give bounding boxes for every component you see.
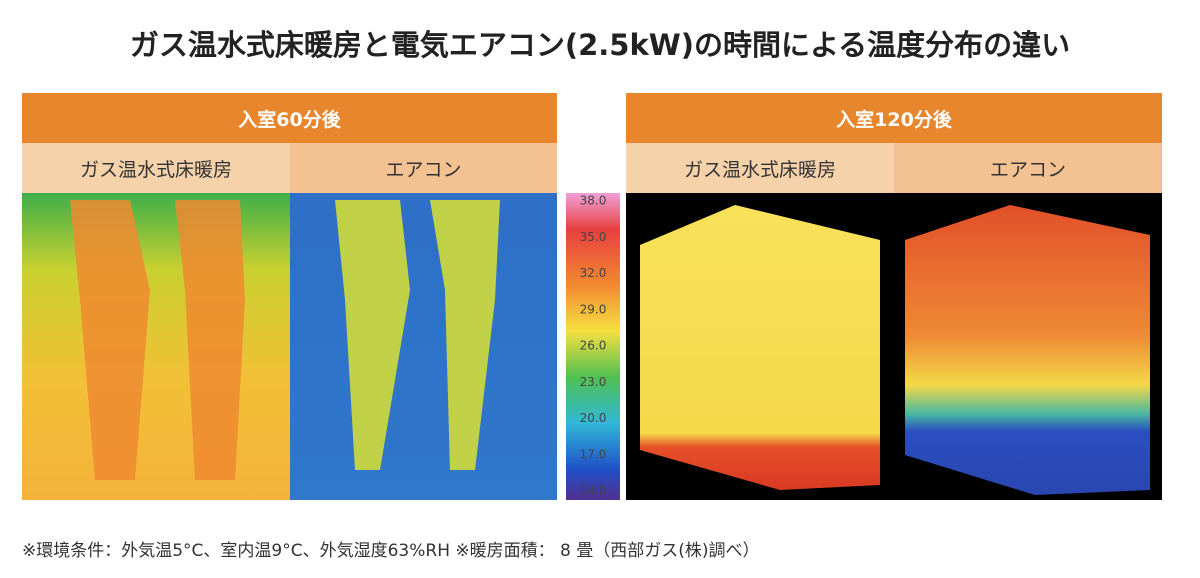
column-header: エアコン: [894, 143, 1162, 193]
scale-label: 38.0: [580, 194, 607, 208]
cube: [640, 205, 880, 490]
column-header: ガス温水式床暖房: [626, 143, 894, 193]
scale-label: 14.0: [580, 484, 607, 498]
cube: [905, 205, 1150, 495]
column-header: エアコン: [290, 143, 557, 193]
legs: [335, 200, 500, 470]
thermal-image: [22, 193, 290, 500]
scale-label: 20.0: [580, 411, 607, 425]
scale-label: 29.0: [580, 302, 607, 316]
title: ガス温水式床暖房と電気エアコン(2.5kW)の時間による温度分布の違い: [129, 28, 1071, 62]
note: ※環境条件：外気温5°C、室内温9°C、外気湿度63%RH ※暖房面積： 8 畳…: [22, 540, 760, 561]
scale-label: 26.0: [580, 339, 607, 353]
thermal-image: [290, 193, 557, 500]
legs: [70, 200, 245, 480]
panel-header: 入室120分後: [626, 93, 1162, 143]
panel-header: 入室60分後: [22, 93, 557, 143]
scale-label: 35.0: [580, 230, 607, 244]
color-scale: [566, 193, 620, 500]
column-header: ガス温水式床暖房: [22, 143, 290, 193]
scale-label: 17.0: [580, 447, 607, 461]
scale-label: 32.0: [580, 266, 607, 280]
scale-label: 23.0: [580, 375, 607, 389]
